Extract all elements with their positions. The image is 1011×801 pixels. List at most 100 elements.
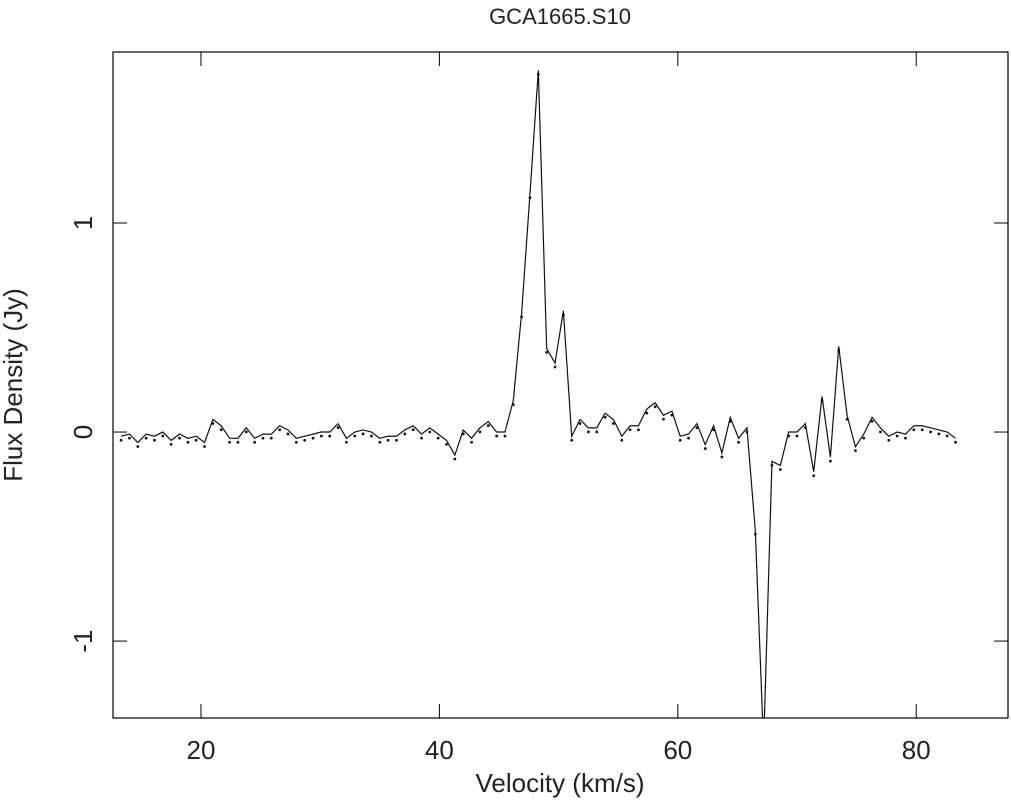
data-point: [637, 428, 640, 432]
data-point: [194, 438, 198, 442]
x-tick-label: 20: [187, 735, 216, 765]
data-point: [428, 430, 432, 434]
data-point: [361, 432, 365, 436]
data-point: [153, 438, 156, 442]
data-point: [837, 348, 841, 352]
data-point: [687, 436, 690, 440]
data-point: [345, 440, 348, 444]
data-point: [912, 428, 916, 432]
data-point: [720, 455, 724, 459]
data-point: [845, 417, 849, 421]
data-point: [319, 434, 323, 438]
data-point: [261, 436, 265, 440]
data-point: [269, 436, 273, 440]
data-point: [920, 428, 924, 432]
data-point: [728, 420, 732, 423]
data-point: [378, 440, 382, 444]
data-point: [386, 438, 390, 442]
x-tick-label: 60: [663, 735, 692, 765]
x-axis-label: Velocity (km/s): [475, 768, 644, 798]
data-point: [787, 434, 791, 438]
data-point: [887, 438, 891, 442]
data-point: [328, 434, 332, 438]
data-point: [578, 422, 582, 425]
data-point: [870, 420, 874, 423]
data-point: [795, 434, 799, 438]
data-point: [895, 434, 899, 438]
data-point: [712, 428, 715, 432]
data-point: [478, 430, 482, 434]
data-point: [228, 440, 231, 444]
data-point: [929, 430, 932, 434]
data-point: [528, 196, 532, 200]
data-point: [128, 436, 131, 440]
data-point: [854, 449, 857, 453]
data-point: [486, 424, 490, 427]
data-line: [120, 70, 956, 718]
data-point: [244, 430, 248, 434]
data-point: [253, 440, 257, 444]
data-point: [570, 438, 574, 442]
data-point: [219, 428, 223, 432]
data-point: [411, 428, 415, 432]
data-point: [561, 313, 565, 317]
data-point: [236, 440, 240, 444]
data-point: [653, 405, 657, 409]
data-point: [620, 438, 624, 442]
data-point: [461, 432, 465, 436]
data-point: [954, 440, 957, 444]
data-point: [336, 426, 340, 430]
data-point: [770, 463, 774, 467]
data-point: [778, 468, 782, 471]
data-point: [603, 415, 607, 419]
data-point: [278, 428, 282, 432]
data-point: [395, 438, 398, 442]
data-point: [536, 72, 540, 76]
data-point: [186, 440, 190, 444]
data-point: [436, 436, 440, 440]
x-tick-label: 40: [425, 735, 454, 765]
data-point: [745, 430, 749, 434]
data-point: [879, 430, 882, 434]
data-point: [161, 434, 165, 438]
data-point: [586, 430, 590, 434]
data-point: [695, 426, 699, 430]
y-tick-label: 0: [68, 425, 98, 439]
data-point: [203, 445, 206, 448]
data-point: [303, 438, 307, 442]
data-point: [136, 445, 140, 448]
data-point: [703, 447, 707, 450]
data-point: [628, 428, 632, 432]
data-point: [470, 440, 473, 444]
data-point: [670, 413, 674, 417]
data-point: [178, 436, 181, 440]
data-point: [453, 457, 457, 461]
data-point: [737, 440, 740, 444]
data-point: [595, 430, 599, 434]
data-point: [612, 422, 615, 425]
data-point: [420, 436, 423, 440]
data-point: [662, 417, 665, 421]
data-point: [144, 436, 148, 440]
y-tick-label: 1: [68, 216, 98, 230]
data-point: [403, 432, 407, 436]
data-point: [169, 442, 173, 446]
data-point: [820, 399, 824, 402]
data-point: [678, 438, 682, 442]
plot-frame: [112, 51, 1009, 719]
data-point: [520, 315, 524, 319]
data-point: [762, 748, 765, 751]
data-point: [119, 438, 123, 442]
data-point: [294, 440, 298, 444]
data-point: [511, 403, 515, 407]
data-point: [545, 351, 549, 354]
data-point: [445, 442, 448, 446]
data-point: [353, 434, 357, 438]
data-point: [828, 459, 832, 463]
y-tick-label: -1: [68, 630, 98, 653]
data-point: [937, 432, 941, 436]
data-point: [904, 436, 907, 440]
data-point: [286, 432, 290, 436]
data-point: [503, 434, 507, 438]
